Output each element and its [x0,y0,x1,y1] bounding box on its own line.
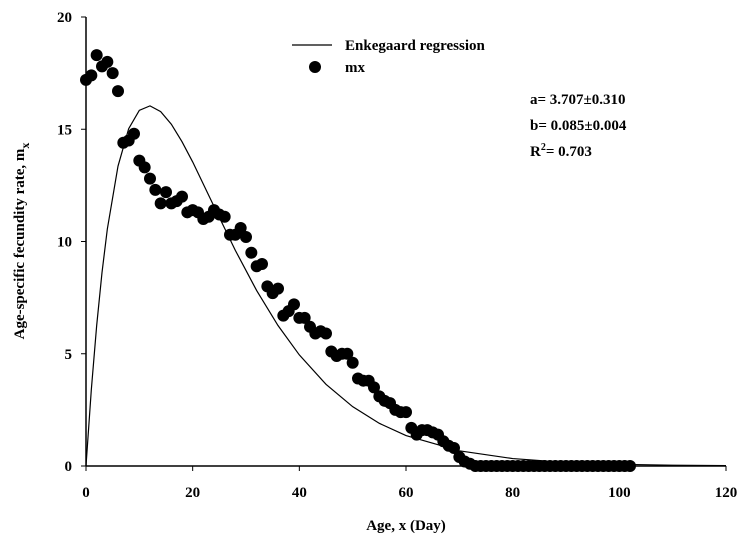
data-point [138,161,151,174]
data-point [346,356,359,369]
x-tick-label: 100 [608,485,631,501]
legend-label: mx [345,60,365,76]
data-point [234,222,247,235]
data-point [298,311,311,324]
data-point [90,49,103,62]
data-point [128,127,140,140]
y-axis-title-sub: x [18,143,32,149]
data-point [341,347,354,360]
data-point [160,186,172,199]
data-point [245,246,258,259]
data-point [240,231,252,244]
data-point [154,197,167,210]
data-point [256,257,268,270]
data-point [272,282,284,295]
data-point [218,210,231,223]
annotation-part: = 0.703 [546,144,592,160]
data-point [288,298,300,311]
annotation: R2= 0.703 [530,142,592,160]
data-point [101,55,114,68]
data-point [448,442,460,455]
x-tick-label: 40 [292,485,307,501]
annotation: b= 0.085±0.004 [530,118,627,134]
data-point [624,460,636,472]
x-tick-label: 0 [82,485,90,501]
annotation-part: 2 [541,142,546,153]
y-axis-title-main: Age-specific fecundity rate, m [12,148,28,339]
y-tick-label: 0 [65,459,73,475]
y-tick-label: 5 [65,347,73,363]
legend-label: Enkegaard regression [345,38,486,54]
data-point [106,67,119,80]
annotation: a= 3.707±0.310 [530,92,626,108]
x-tick-label: 120 [715,485,738,501]
x-axis-title: Age, x (Day) [366,518,446,534]
data-point [176,190,188,203]
data-point [400,406,412,419]
data-point [112,85,124,98]
x-tick-label: 60 [399,485,414,501]
y-tick-label: 15 [57,122,72,138]
y-axis-title: Age-specific fecundity rate, mx [12,143,32,340]
y-tick-label: 10 [57,235,72,251]
x-tick-label: 20 [185,485,200,501]
y-tick-label: 20 [57,10,72,26]
data-point [85,69,98,82]
data-point [320,327,332,340]
annotation-part: R [530,144,541,160]
x-tick-label: 80 [505,485,520,501]
data-point [144,172,156,185]
data-point [149,183,162,196]
legend-marker [309,61,321,73]
data-point [368,381,380,394]
regression-line [85,105,727,467]
